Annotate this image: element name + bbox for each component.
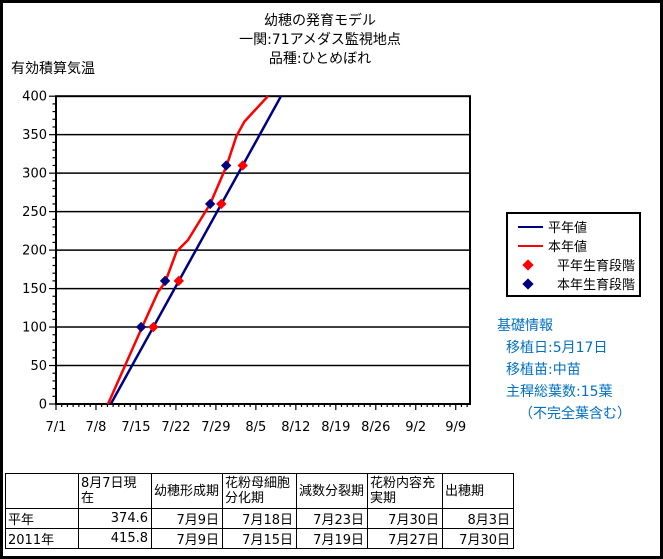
table-header-cell: 花粉母細胞分化期 [222, 473, 297, 509]
x-tick-label: 8/12 [281, 420, 310, 435]
y-tick-label: 100 [22, 321, 47, 336]
table-row-label: 2011年 [5, 528, 79, 549]
y-tick-label: 250 [22, 205, 47, 220]
legend-item-label: 平年生育段階 [557, 259, 636, 274]
legend-line-sample [518, 225, 543, 228]
x-tick-label: 7/1 [46, 420, 67, 435]
basic-info-title: 基礎情報 [497, 318, 553, 334]
normal-year-stage-markers [148, 160, 248, 333]
x-tick-label: 7/29 [201, 420, 230, 435]
x-tick-label: 8/19 [321, 420, 350, 435]
x-tick-label: 7/22 [161, 420, 190, 435]
this-year-stage-markers [135, 160, 232, 333]
table-cell: 7月9日 [151, 528, 223, 549]
table-cell: 7月9日 [151, 508, 223, 529]
chart-title-line2: 一関:71アメダス監視地点 [239, 32, 401, 48]
table-cell: 7月18日 [222, 508, 297, 529]
axis-ticks [49, 95, 468, 410]
table-header-cell: 花粉内容充実期 [367, 473, 443, 509]
y-tick-label: 300 [22, 167, 47, 182]
y-tick-label: 350 [22, 128, 47, 143]
table-header-cell: 出穂期 [442, 473, 514, 509]
stage-table-body: 平年 374.6 7月9日 7月18日 7月23日 7月30日 8月3日 2011年 415.8… [5, 508, 514, 549]
table-row: 平年 374.6 7月9日 7月18日 7月23日 7月30日 8月3日 [5, 508, 514, 529]
table-cell: 7月30日 [442, 528, 514, 549]
legend-diamond-sample [522, 277, 534, 290]
legend-diamond-sample [522, 258, 534, 271]
stage-table: 8月7日現在 幼穂形成期 花粉母細胞分化期 減数分裂期 花粉内容充実期 出穂期 平年 374… [5, 473, 514, 549]
table-row: 2011年 415.8 7月9日 7月15日 7月19日 7月27日 7月30日 [5, 528, 514, 549]
x-tick-labels: 7/1 7/8 7/15 7/22 7/29 8/5 8/12 8/19 8/26 9/2 9/9 [46, 420, 467, 435]
legend-item-label: 本年生育段階 [557, 278, 636, 293]
y-tick-label: 0 [39, 398, 47, 413]
stage-marker-diamond [204, 198, 216, 210]
table-header-cell: 減数分裂期 [296, 473, 368, 509]
stage-marker-diamond [216, 198, 227, 210]
x-tick-label: 9/9 [445, 420, 466, 435]
stage-table-head: 8月7日現在 幼穂形成期 花粉母細胞分化期 減数分裂期 花粉内容充実期 出穂期 [5, 473, 514, 509]
normal-year-line [109, 95, 283, 405]
x-tick-label: 9/2 [405, 420, 426, 435]
table-cell: 7月30日 [367, 508, 443, 529]
legend-item-label: 本年値 [548, 240, 588, 255]
gridlines [56, 95, 470, 405]
table-cell: 7月15日 [222, 528, 297, 549]
stage-marker-diamond [173, 275, 184, 287]
chart-title-line3: 品種:ひとめぼれ [268, 51, 372, 67]
stage-marker-diamond [220, 160, 232, 171]
basic-info-leaf-note: （不完全葉含む） [519, 406, 631, 422]
table-cell: 8月3日 [442, 508, 514, 529]
table-cell: 415.8 [78, 528, 152, 549]
stage-marker-diamond [159, 275, 171, 287]
legend-item-0: 平年値 [508, 217, 639, 236]
table-header-cell: 8月7日現在 [78, 473, 152, 509]
y-tick-label: 400 [22, 90, 47, 105]
stage-marker-diamond [135, 321, 147, 333]
legend-item-3: 本年生育段階 [508, 274, 639, 293]
table-cell: 7月27日 [367, 528, 443, 549]
y-tick-label: 150 [22, 282, 47, 297]
table-row-label: 平年 [5, 508, 79, 529]
basic-info-transplant-date: 移植日:5月17日 [506, 340, 608, 356]
table-cell: 7月19日 [296, 528, 368, 549]
table-corner-cell [5, 473, 79, 509]
legend-item-1: 本年値 [508, 236, 639, 255]
legend-item-label: 平年値 [548, 221, 588, 236]
y-tick-labels: 0 50 100 150 200 250 300 350 400 [22, 90, 47, 413]
table-cell: 374.6 [78, 508, 152, 529]
basic-info-seedling: 移植苗:中苗 [506, 362, 581, 378]
legend-item-2: 平年生育段階 [508, 255, 639, 274]
y-tick-label: 50 [30, 359, 47, 374]
x-tick-label: 8/5 [245, 420, 266, 435]
legend-line-sample [518, 244, 543, 247]
stage-marker-diamond [148, 321, 159, 333]
chart-title: 幼穂の発育モデル 一関:71アメダス監視地点 品種:ひとめぼれ [100, 12, 540, 69]
y-axis-title: 有効積算気温 [11, 61, 95, 77]
table-cell: 7月23日 [296, 508, 368, 529]
x-tick-label: 8/26 [361, 420, 390, 435]
this-year-line [106, 95, 269, 405]
basic-info-leaf-count: 主稈総葉数:15葉 [506, 384, 613, 400]
x-tick-label: 7/15 [121, 420, 150, 435]
chart-title-line1: 幼穂の発育モデル [264, 13, 376, 29]
x-tick-label: 7/8 [86, 420, 107, 435]
basic-info: 基礎情報 移植日:5月17日 移植苗:中苗 主稈総葉数:15葉 （不完全葉含む） [497, 315, 631, 425]
table-header-cell: 幼穂形成期 [151, 473, 223, 509]
legend: 平年値本年値平年生育段階 本年生育段階 [506, 212, 641, 297]
chart-svg: 7/1 7/8 7/15 7/22 7/29 8/5 8/12 8/19 8/26 9/2 9/9 0… [22, 90, 471, 435]
stage-marker-diamond [237, 160, 248, 171]
y-tick-label: 200 [22, 244, 47, 259]
